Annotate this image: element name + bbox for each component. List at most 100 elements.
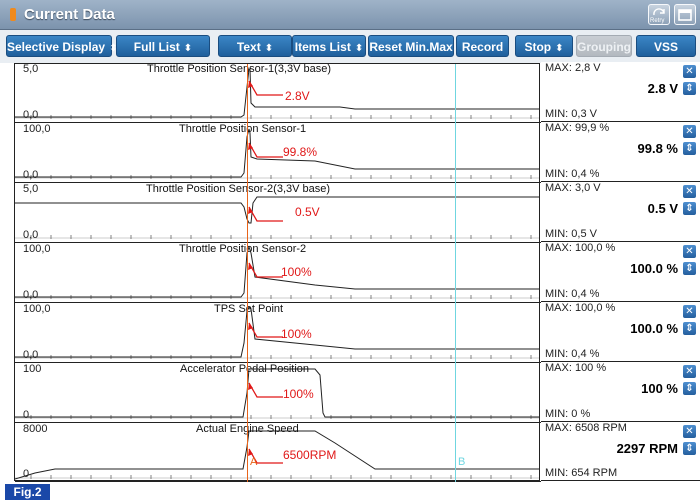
- waveform-plot: [15, 430, 539, 480]
- waveform-plot: [15, 368, 539, 419]
- window-titlebar: Current Data Retry: [0, 0, 700, 30]
- scale-adjust-icon[interactable]: ⇕: [683, 322, 696, 335]
- scale-adjust-icon[interactable]: ⇕: [683, 382, 696, 395]
- value-row: MAX: 3,0 V 0.5 V MIN: 0,5 V ✕ ⇕: [541, 182, 700, 242]
- dropdown-arrows-icon: ⬍: [183, 43, 193, 54]
- annotation-arrowhead: [248, 383, 253, 390]
- remove-item-close-icon[interactable]: ✕: [683, 65, 696, 78]
- toolbar-button-items-list[interactable]: Items List ⬍: [292, 35, 366, 57]
- window-title: Current Data: [24, 6, 115, 23]
- figure-label: Fig.2: [5, 484, 50, 500]
- current-value: 99.8 %: [637, 141, 678, 156]
- annotation-arrow: [248, 206, 283, 222]
- remove-item-close-icon[interactable]: ✕: [683, 425, 696, 438]
- min-value: MIN: 0,4 %: [545, 168, 600, 180]
- window-toggle-button[interactable]: [674, 4, 696, 25]
- sensor-name: Accelerator Pedal Position: [180, 363, 310, 375]
- toolbar-button-record[interactable]: Record: [456, 35, 509, 57]
- waveform-plot: [15, 245, 539, 299]
- cursor-b-label: B: [458, 456, 466, 468]
- cursor-a[interactable]: [247, 64, 248, 482]
- toolbar-button-full-list[interactable]: Full List ⬍: [116, 35, 210, 57]
- retry-label: Retry: [650, 18, 665, 24]
- min-value: MIN: 0,4 %: [545, 288, 600, 300]
- value-row: MAX: 100,0 % 100.0 % MIN: 0,4 % ✕ ⇕: [541, 302, 700, 362]
- max-value: MAX: 6508 RPM: [545, 422, 627, 434]
- sensor-name: Throttle Position Sensor-1: [179, 123, 307, 135]
- sensor-name: Throttle Position Sensor-1(3,3V base): [147, 63, 332, 75]
- y-axis-max-label: 5,0: [23, 183, 39, 195]
- toolbar-button-label: Reset Min.Max: [369, 40, 453, 54]
- retry-button[interactable]: Retry: [648, 4, 670, 25]
- remove-item-close-icon[interactable]: ✕: [683, 305, 696, 318]
- annotation-arrowhead: [248, 207, 253, 214]
- toolbar-button-label: VSS: [653, 40, 678, 54]
- toolbar-button-vss[interactable]: VSS: [636, 35, 696, 57]
- toolbar-button-label: Grouping: [577, 40, 631, 54]
- graph-row: 100,0 0,0 Throttle Position Sensor-2 100%: [15, 243, 541, 303]
- remove-item-close-icon[interactable]: ✕: [683, 245, 696, 258]
- toolbar-button-grouping[interactable]: Grouping: [576, 35, 632, 57]
- annotation-arrowhead: [248, 81, 253, 88]
- y-axis-max-label: 8000: [23, 423, 48, 435]
- current-value: 2.8 V: [647, 81, 678, 96]
- toolbar: Selective Display ⬍ Full List ⬍ Text ⬍ Items L…: [0, 30, 700, 63]
- toolbar-button-selective-display[interactable]: Selective Display ⬍: [6, 35, 117, 57]
- cursor-b[interactable]: [455, 64, 456, 482]
- remove-item-close-icon[interactable]: ✕: [683, 185, 696, 198]
- toolbar-button-label: Full List: [133, 40, 180, 54]
- dropdown-arrows-icon: ⬍: [264, 43, 274, 54]
- value-row: MAX: 99,9 % 99.8 % MIN: 0,4 % ✕ ⇕: [541, 122, 700, 182]
- current-value: 2297 RPM: [616, 441, 678, 456]
- y-axis-min-label: 0: [23, 409, 30, 421]
- current-value: 0.5 V: [647, 201, 678, 216]
- signal-trace: [15, 430, 539, 480]
- annotation-value: 99.8%: [283, 145, 318, 159]
- max-value: MAX: 3,0 V: [545, 182, 601, 194]
- toolbar-button-reset-min-max[interactable]: Reset Min.Max: [368, 35, 454, 57]
- signal-trace: [15, 306, 539, 358]
- y-axis-max-label: 5,0: [23, 63, 39, 75]
- graph-row: 5,0 0,0 Throttle Position Sensor-1(3,3V ba…: [15, 63, 541, 123]
- toolbar-button-label: Items List: [294, 40, 351, 54]
- remove-item-close-icon[interactable]: ✕: [683, 365, 696, 378]
- values-column: MAX: 2,8 V 2.8 V MIN: 0,3 V ✕ ⇕ MAX: 99,9 % 99…: [541, 62, 700, 481]
- waveform-plot: [15, 196, 539, 239]
- y-axis-max-label: 100,0: [23, 303, 51, 315]
- y-axis-min-label: 0,0: [23, 229, 39, 241]
- scale-adjust-icon[interactable]: ⇕: [683, 82, 696, 95]
- min-value: MIN: 0,3 V: [545, 108, 597, 120]
- app-indicator-icon: [10, 8, 16, 21]
- sensor-name: Throttle Position Sensor-2: [179, 243, 307, 255]
- y-axis-min-label: 0,0: [23, 349, 39, 361]
- toolbar-button-text[interactable]: Text ⬍: [218, 35, 292, 57]
- retry-icon: [653, 8, 665, 16]
- cursor-a-label: A: [250, 456, 258, 468]
- dropdown-arrows-icon: ⬍: [354, 43, 364, 54]
- annotation-value: 6500RPM: [283, 448, 337, 462]
- scale-adjust-icon[interactable]: ⇕: [683, 142, 696, 155]
- current-data-panel: 5,0 0,0 Throttle Position Sensor-1(3,3V ba…: [14, 62, 700, 482]
- remove-item-close-icon[interactable]: ✕: [683, 125, 696, 138]
- current-value: 100 %: [641, 381, 678, 396]
- waveform-plot: [15, 128, 539, 179]
- annotation-arrowhead: [248, 143, 253, 150]
- annotation-arrow: [248, 80, 283, 96]
- sensor-name: Throttle Position Sensor-2(3,3V base): [146, 183, 331, 195]
- toolbar-button-label: Selective Display: [7, 40, 106, 54]
- scale-adjust-icon[interactable]: ⇕: [683, 202, 696, 215]
- toolbar-button-label: Stop: [524, 40, 552, 54]
- signal-trace: [15, 245, 539, 298]
- y-axis-max-label: 100: [23, 363, 42, 375]
- dropdown-arrows-icon: ⬍: [555, 43, 564, 54]
- signal-trace: [15, 128, 539, 178]
- value-row: MAX: 2,8 V 2.8 V MIN: 0,3 V ✕ ⇕: [541, 62, 700, 122]
- value-row: MAX: 6508 RPM 2297 RPM MIN: 654 RPM ✕ ⇕: [541, 422, 700, 481]
- max-value: MAX: 100 %: [545, 362, 607, 374]
- toolbar-button-label: Text: [236, 40, 261, 54]
- scale-adjust-icon[interactable]: ⇕: [683, 442, 696, 455]
- y-axis-max-label: 100,0: [23, 243, 51, 255]
- scale-adjust-icon[interactable]: ⇕: [683, 262, 696, 275]
- toolbar-button-stop[interactable]: Stop ⬍: [515, 35, 573, 57]
